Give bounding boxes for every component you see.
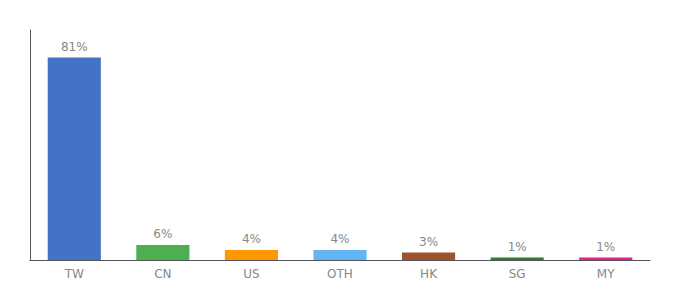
svg-text:4%: 4% [242, 232, 261, 246]
svg-text:3%: 3% [419, 235, 438, 249]
svg-text:CN: CN [154, 267, 171, 281]
svg-text:81%: 81% [61, 40, 88, 54]
svg-text:SG: SG [509, 267, 526, 281]
svg-text:US: US [243, 267, 259, 281]
svg-text:HK: HK [420, 267, 438, 281]
svg-text:OTH: OTH [327, 267, 353, 281]
svg-text:6%: 6% [153, 227, 172, 241]
svg-text:4%: 4% [330, 232, 349, 246]
svg-text:1%: 1% [596, 240, 615, 254]
svg-text:MY: MY [597, 267, 615, 281]
svg-text:TW: TW [64, 267, 84, 281]
svg-text:1%: 1% [508, 240, 527, 254]
